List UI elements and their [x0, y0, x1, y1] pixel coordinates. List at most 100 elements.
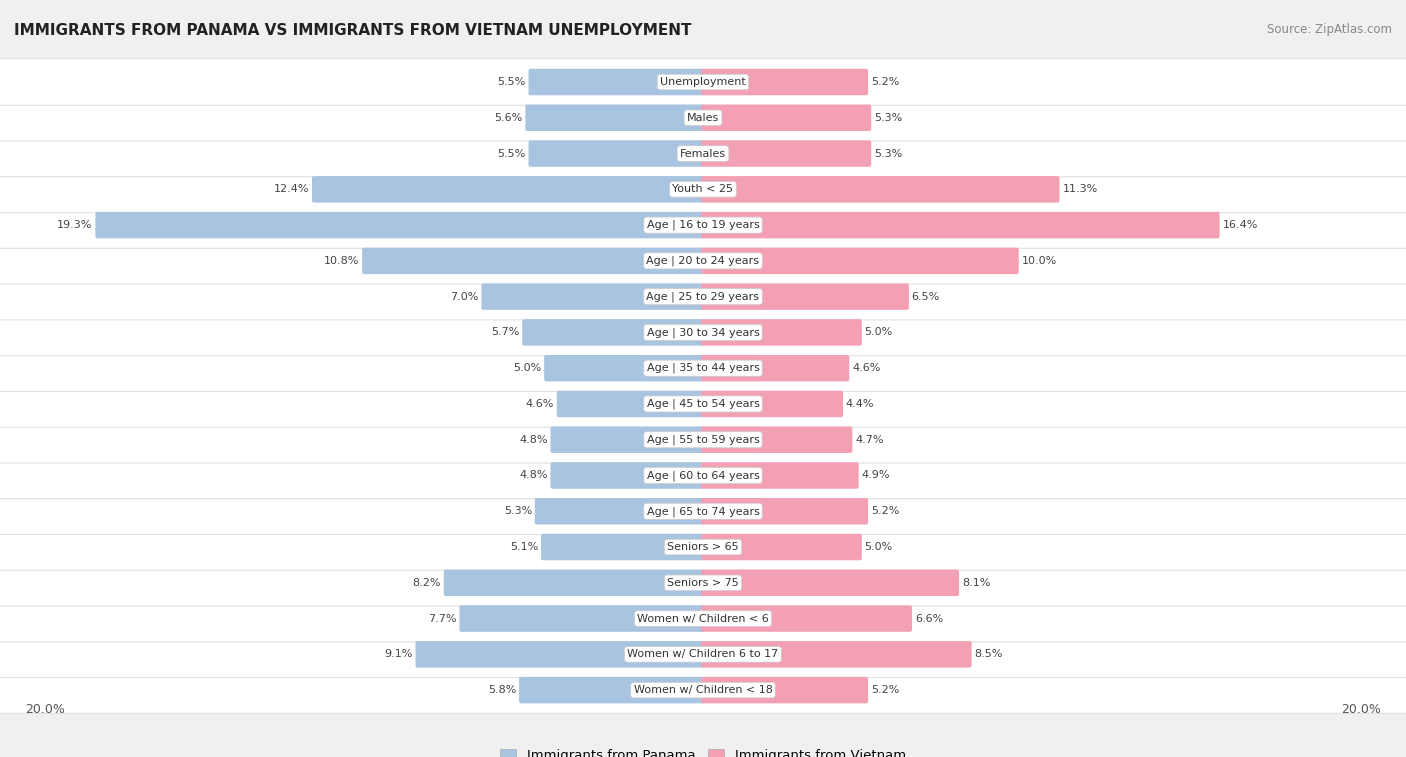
FancyBboxPatch shape — [0, 524, 1406, 570]
FancyBboxPatch shape — [0, 559, 1406, 606]
FancyBboxPatch shape — [551, 426, 704, 453]
Text: 10.8%: 10.8% — [323, 256, 360, 266]
Legend: Immigrants from Panama, Immigrants from Vietnam: Immigrants from Panama, Immigrants from … — [495, 743, 911, 757]
FancyBboxPatch shape — [702, 569, 959, 596]
Text: Males: Males — [688, 113, 718, 123]
Text: 12.4%: 12.4% — [274, 185, 309, 195]
Text: 11.3%: 11.3% — [1063, 185, 1098, 195]
FancyBboxPatch shape — [702, 140, 872, 167]
Text: Seniors > 75: Seniors > 75 — [666, 578, 740, 587]
FancyBboxPatch shape — [0, 202, 1406, 248]
FancyBboxPatch shape — [702, 391, 844, 417]
FancyBboxPatch shape — [702, 426, 852, 453]
FancyBboxPatch shape — [0, 238, 1406, 284]
Text: 7.7%: 7.7% — [429, 614, 457, 624]
Text: 4.4%: 4.4% — [846, 399, 875, 409]
FancyBboxPatch shape — [702, 534, 862, 560]
Text: Source: ZipAtlas.com: Source: ZipAtlas.com — [1267, 23, 1392, 36]
FancyBboxPatch shape — [541, 534, 704, 560]
FancyBboxPatch shape — [551, 463, 704, 489]
Text: 4.6%: 4.6% — [852, 363, 880, 373]
Text: 8.5%: 8.5% — [974, 650, 1002, 659]
Text: 7.0%: 7.0% — [450, 291, 478, 301]
FancyBboxPatch shape — [529, 69, 704, 95]
Text: Age | 25 to 29 years: Age | 25 to 29 years — [647, 291, 759, 302]
Text: 5.2%: 5.2% — [870, 506, 900, 516]
Text: Unemployment: Unemployment — [661, 77, 745, 87]
Text: Age | 30 to 34 years: Age | 30 to 34 years — [647, 327, 759, 338]
Text: Age | 55 to 59 years: Age | 55 to 59 years — [647, 435, 759, 445]
FancyBboxPatch shape — [702, 355, 849, 382]
FancyBboxPatch shape — [702, 498, 868, 525]
FancyBboxPatch shape — [0, 488, 1406, 534]
Text: Age | 60 to 64 years: Age | 60 to 64 years — [647, 470, 759, 481]
Text: 5.8%: 5.8% — [488, 685, 516, 695]
FancyBboxPatch shape — [96, 212, 704, 238]
Text: 8.2%: 8.2% — [412, 578, 441, 587]
Text: Women w/ Children < 6: Women w/ Children < 6 — [637, 614, 769, 624]
Text: 20.0%: 20.0% — [1341, 703, 1381, 716]
FancyBboxPatch shape — [0, 345, 1406, 391]
FancyBboxPatch shape — [0, 59, 1406, 105]
Text: 4.9%: 4.9% — [862, 471, 890, 481]
FancyBboxPatch shape — [0, 166, 1406, 213]
Text: 4.6%: 4.6% — [526, 399, 554, 409]
Text: 5.3%: 5.3% — [503, 506, 531, 516]
Text: 5.0%: 5.0% — [865, 542, 893, 552]
FancyBboxPatch shape — [0, 381, 1406, 427]
Text: 8.1%: 8.1% — [962, 578, 990, 587]
FancyBboxPatch shape — [0, 452, 1406, 499]
FancyBboxPatch shape — [702, 248, 1019, 274]
FancyBboxPatch shape — [526, 104, 704, 131]
Text: 5.0%: 5.0% — [513, 363, 541, 373]
Text: 5.0%: 5.0% — [865, 328, 893, 338]
Text: Women w/ Children < 18: Women w/ Children < 18 — [634, 685, 772, 695]
FancyBboxPatch shape — [0, 595, 1406, 642]
Text: 20.0%: 20.0% — [25, 703, 65, 716]
Text: 5.3%: 5.3% — [875, 113, 903, 123]
FancyBboxPatch shape — [702, 104, 872, 131]
FancyBboxPatch shape — [363, 248, 704, 274]
Text: Age | 35 to 44 years: Age | 35 to 44 years — [647, 363, 759, 373]
FancyBboxPatch shape — [0, 416, 1406, 463]
FancyBboxPatch shape — [544, 355, 704, 382]
Text: Females: Females — [681, 148, 725, 158]
FancyBboxPatch shape — [529, 140, 704, 167]
Text: 4.8%: 4.8% — [519, 435, 548, 444]
FancyBboxPatch shape — [702, 319, 862, 346]
Text: 5.7%: 5.7% — [491, 328, 519, 338]
Text: Age | 20 to 24 years: Age | 20 to 24 years — [647, 256, 759, 266]
Text: Youth < 25: Youth < 25 — [672, 185, 734, 195]
Text: 19.3%: 19.3% — [58, 220, 93, 230]
FancyBboxPatch shape — [416, 641, 704, 668]
Text: 16.4%: 16.4% — [1222, 220, 1258, 230]
FancyBboxPatch shape — [0, 273, 1406, 320]
Text: Age | 16 to 19 years: Age | 16 to 19 years — [647, 220, 759, 230]
Text: 4.7%: 4.7% — [855, 435, 884, 444]
Text: 9.1%: 9.1% — [384, 650, 413, 659]
FancyBboxPatch shape — [557, 391, 704, 417]
FancyBboxPatch shape — [702, 677, 868, 703]
FancyBboxPatch shape — [702, 283, 908, 310]
FancyBboxPatch shape — [312, 176, 704, 203]
Text: 5.6%: 5.6% — [495, 113, 523, 123]
FancyBboxPatch shape — [460, 606, 704, 632]
Text: 5.2%: 5.2% — [870, 685, 900, 695]
FancyBboxPatch shape — [534, 498, 704, 525]
Text: Seniors > 65: Seniors > 65 — [668, 542, 738, 552]
FancyBboxPatch shape — [0, 130, 1406, 177]
FancyBboxPatch shape — [0, 95, 1406, 141]
FancyBboxPatch shape — [522, 319, 704, 346]
Text: 5.5%: 5.5% — [498, 77, 526, 87]
Text: Age | 65 to 74 years: Age | 65 to 74 years — [647, 506, 759, 516]
Text: 10.0%: 10.0% — [1022, 256, 1057, 266]
FancyBboxPatch shape — [702, 69, 868, 95]
FancyBboxPatch shape — [702, 606, 912, 632]
FancyBboxPatch shape — [0, 667, 1406, 713]
FancyBboxPatch shape — [0, 309, 1406, 356]
FancyBboxPatch shape — [444, 569, 704, 596]
Text: 6.5%: 6.5% — [911, 291, 941, 301]
Text: 5.3%: 5.3% — [875, 148, 903, 158]
FancyBboxPatch shape — [702, 641, 972, 668]
Text: 6.6%: 6.6% — [915, 614, 943, 624]
